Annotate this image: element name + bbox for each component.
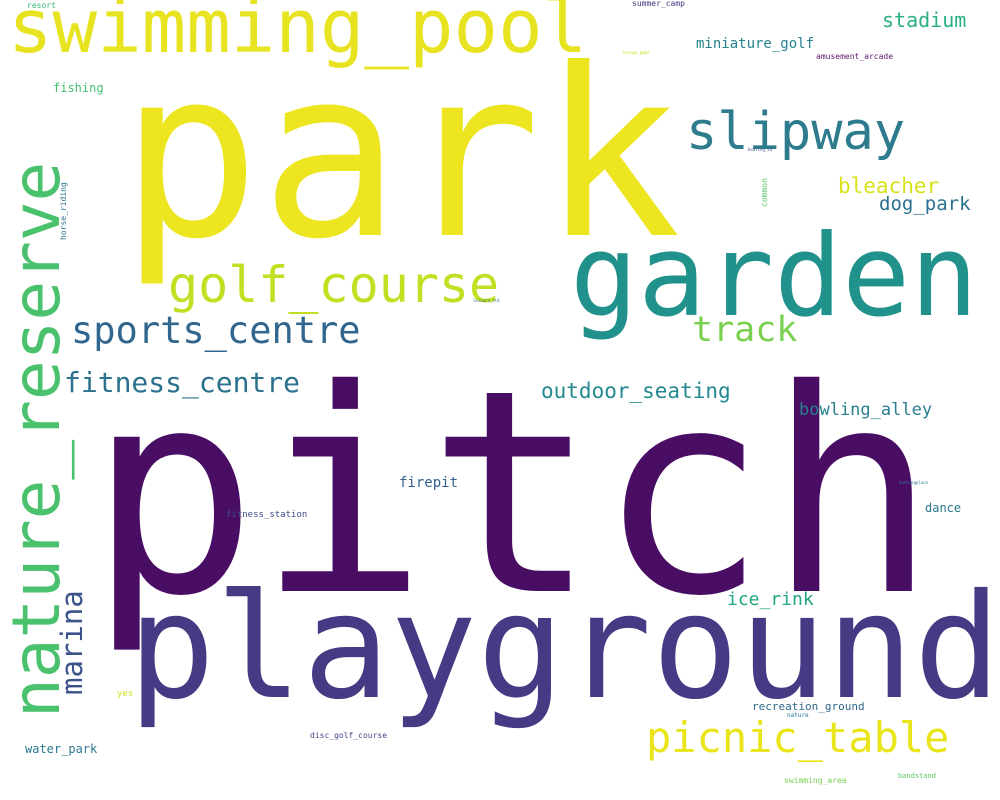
word-outdoor-seating: outdoor_seating <box>541 379 731 403</box>
word-ice-rink: ice_rink <box>727 589 814 610</box>
word-bandstand: bandstand <box>898 772 936 780</box>
word-swimming-pool: swimming_pool <box>8 0 588 70</box>
word-bathing-place: bathingplace <box>899 480 928 485</box>
word-nature: nature <box>787 712 809 719</box>
word-stadium: stadium <box>882 8 967 32</box>
word-fishing: fishing <box>53 81 104 95</box>
word-sports-centre: sports_centre <box>71 309 361 352</box>
word-leisure-std: leisure_std <box>473 298 500 303</box>
word-dance: dance <box>925 501 962 515</box>
word-park: park <box>120 19 682 290</box>
word-track: track <box>692 310 798 350</box>
word-summer-camp: summer_camp <box>632 0 685 8</box>
word-escape-game: escape_game <box>623 50 650 55</box>
word-bowling-alley: bowling_alley <box>799 400 933 420</box>
word-resort: resort <box>27 1 56 10</box>
word-dog-park: dog_park <box>879 193 971 215</box>
word-water-park: water_park <box>25 742 98 756</box>
word-disc-golf-course: disc_golf_course <box>310 731 388 740</box>
word-boating: boating_sd <box>748 147 773 152</box>
word-fitness-station: fitness_station <box>226 510 308 520</box>
word-picnic-table: picnic_table <box>646 713 950 762</box>
word-horse-riding: horse_riding <box>59 182 68 240</box>
word-miniature-golf: miniature_golf <box>696 36 815 52</box>
word-slipway: slipway <box>686 102 906 162</box>
word-garden: garden <box>570 210 979 342</box>
word-playground: playground <box>128 563 1000 732</box>
word-fitness-centre: fitness_centre <box>64 366 301 399</box>
word-swimming-area: swimming_area <box>784 776 847 785</box>
word-pitch: pitch <box>88 329 937 658</box>
word-yes: yes <box>117 689 134 699</box>
word-common: common <box>760 178 769 207</box>
word-bleacher: bleacher <box>838 174 940 198</box>
word-firepit: firepit <box>399 475 459 491</box>
word-amusement-arcade: amusement_arcade <box>816 52 894 61</box>
word-recreation-ground: recreation_ground <box>752 700 865 713</box>
word-marina: marina <box>55 590 89 695</box>
word-golf-course: golf_course <box>168 256 500 314</box>
